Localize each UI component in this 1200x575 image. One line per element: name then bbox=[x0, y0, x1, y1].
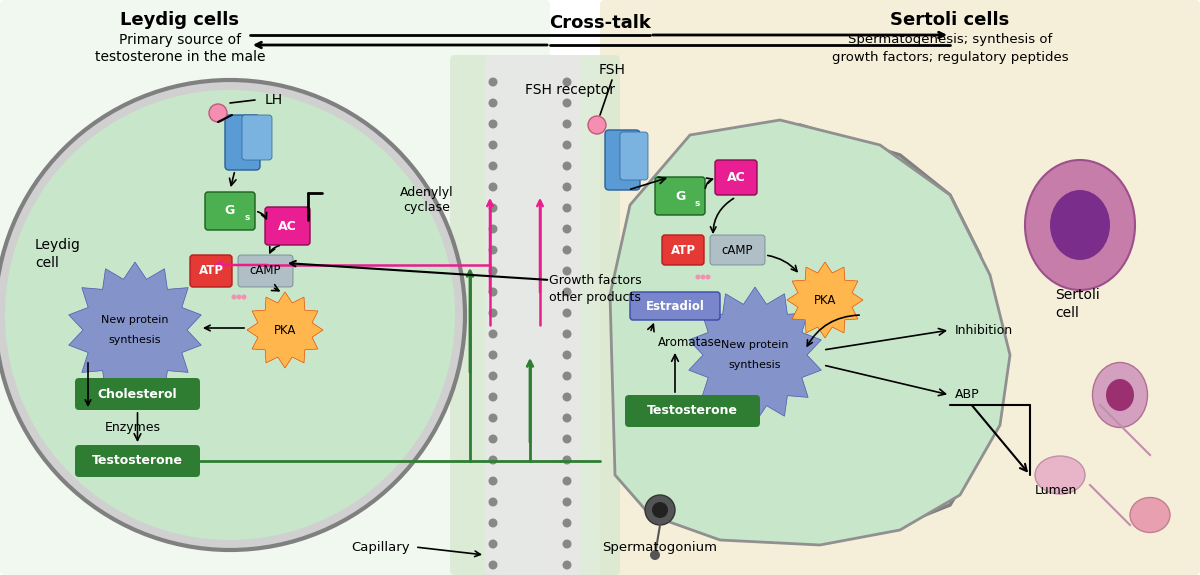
Polygon shape bbox=[610, 120, 1010, 545]
Circle shape bbox=[488, 246, 498, 255]
FancyBboxPatch shape bbox=[605, 130, 640, 190]
Text: other products: other products bbox=[550, 292, 641, 305]
Circle shape bbox=[488, 266, 498, 275]
Text: Sertoli: Sertoli bbox=[1055, 288, 1099, 302]
FancyBboxPatch shape bbox=[620, 132, 648, 180]
Circle shape bbox=[0, 80, 466, 550]
Text: Enzymes: Enzymes bbox=[106, 420, 161, 434]
Text: New protein: New protein bbox=[721, 340, 788, 350]
FancyBboxPatch shape bbox=[74, 445, 200, 477]
Text: PKA: PKA bbox=[274, 324, 296, 336]
Text: cAMP: cAMP bbox=[250, 264, 281, 278]
Circle shape bbox=[563, 371, 571, 381]
Circle shape bbox=[563, 224, 571, 233]
Circle shape bbox=[563, 120, 571, 128]
Circle shape bbox=[488, 140, 498, 150]
Text: Testosterone: Testosterone bbox=[647, 404, 738, 417]
Circle shape bbox=[488, 455, 498, 465]
Text: Lumen: Lumen bbox=[1034, 484, 1078, 496]
Circle shape bbox=[488, 120, 498, 128]
Circle shape bbox=[650, 550, 660, 560]
Circle shape bbox=[488, 539, 498, 549]
Circle shape bbox=[563, 561, 571, 569]
Text: Primary source of: Primary source of bbox=[119, 33, 241, 47]
Text: cell: cell bbox=[1055, 306, 1079, 320]
Circle shape bbox=[563, 140, 571, 150]
Circle shape bbox=[588, 116, 606, 134]
Circle shape bbox=[563, 519, 571, 527]
Polygon shape bbox=[247, 292, 323, 368]
Ellipse shape bbox=[1130, 497, 1170, 532]
Circle shape bbox=[488, 561, 498, 569]
Ellipse shape bbox=[1092, 362, 1147, 427]
FancyBboxPatch shape bbox=[265, 207, 310, 245]
Circle shape bbox=[563, 182, 571, 191]
Text: ATP: ATP bbox=[198, 264, 223, 278]
FancyBboxPatch shape bbox=[238, 255, 293, 287]
Text: Inhibition: Inhibition bbox=[955, 324, 1013, 336]
FancyBboxPatch shape bbox=[625, 395, 760, 427]
Circle shape bbox=[488, 98, 498, 108]
Text: Sertoli cells: Sertoli cells bbox=[890, 11, 1009, 29]
Text: growth factors; regulatory peptides: growth factors; regulatory peptides bbox=[832, 51, 1068, 63]
Text: G: G bbox=[674, 190, 685, 202]
FancyBboxPatch shape bbox=[715, 160, 757, 195]
Circle shape bbox=[563, 246, 571, 255]
Circle shape bbox=[563, 477, 571, 485]
Text: Capillary: Capillary bbox=[352, 540, 410, 554]
Circle shape bbox=[701, 274, 706, 279]
FancyBboxPatch shape bbox=[630, 292, 720, 320]
FancyBboxPatch shape bbox=[662, 235, 704, 265]
FancyBboxPatch shape bbox=[205, 192, 254, 230]
Circle shape bbox=[488, 78, 498, 86]
Circle shape bbox=[563, 435, 571, 443]
Text: cAMP: cAMP bbox=[721, 243, 754, 256]
Circle shape bbox=[563, 266, 571, 275]
FancyBboxPatch shape bbox=[450, 55, 620, 575]
Text: Estradiol: Estradiol bbox=[646, 300, 704, 312]
Circle shape bbox=[236, 294, 241, 300]
Circle shape bbox=[563, 288, 571, 297]
Text: ABP: ABP bbox=[955, 389, 979, 401]
Text: s: s bbox=[245, 213, 250, 223]
Text: Leydig: Leydig bbox=[35, 238, 80, 252]
Circle shape bbox=[488, 413, 498, 423]
FancyBboxPatch shape bbox=[74, 378, 200, 410]
Circle shape bbox=[488, 351, 498, 359]
FancyBboxPatch shape bbox=[0, 0, 550, 575]
Ellipse shape bbox=[1050, 190, 1110, 260]
Text: Cholesterol: Cholesterol bbox=[97, 388, 178, 401]
Circle shape bbox=[706, 274, 710, 279]
FancyBboxPatch shape bbox=[655, 177, 706, 215]
Text: PKA: PKA bbox=[814, 293, 836, 306]
Circle shape bbox=[563, 309, 571, 317]
Circle shape bbox=[488, 329, 498, 339]
Circle shape bbox=[488, 162, 498, 171]
Polygon shape bbox=[787, 262, 863, 338]
Text: AC: AC bbox=[727, 171, 745, 184]
Circle shape bbox=[5, 90, 455, 540]
Text: LH: LH bbox=[265, 93, 283, 107]
Text: Testosterone: Testosterone bbox=[92, 454, 182, 467]
Circle shape bbox=[488, 224, 498, 233]
Ellipse shape bbox=[1025, 160, 1135, 290]
Text: Leydig cells: Leydig cells bbox=[120, 11, 240, 29]
Circle shape bbox=[488, 477, 498, 485]
Circle shape bbox=[488, 309, 498, 317]
Circle shape bbox=[563, 78, 571, 86]
Circle shape bbox=[488, 182, 498, 191]
Text: synthesis: synthesis bbox=[109, 335, 161, 345]
Circle shape bbox=[488, 519, 498, 527]
Text: s: s bbox=[695, 198, 700, 208]
Text: New protein: New protein bbox=[101, 315, 169, 325]
Text: Spermatogonium: Spermatogonium bbox=[602, 540, 718, 554]
Text: AC: AC bbox=[278, 220, 296, 232]
Circle shape bbox=[563, 204, 571, 213]
Polygon shape bbox=[689, 287, 821, 423]
Text: synthesis: synthesis bbox=[728, 360, 781, 370]
Circle shape bbox=[563, 162, 571, 171]
Text: Spermatogenesis; synthesis of: Spermatogenesis; synthesis of bbox=[848, 33, 1052, 47]
Circle shape bbox=[488, 204, 498, 213]
FancyBboxPatch shape bbox=[190, 255, 232, 287]
